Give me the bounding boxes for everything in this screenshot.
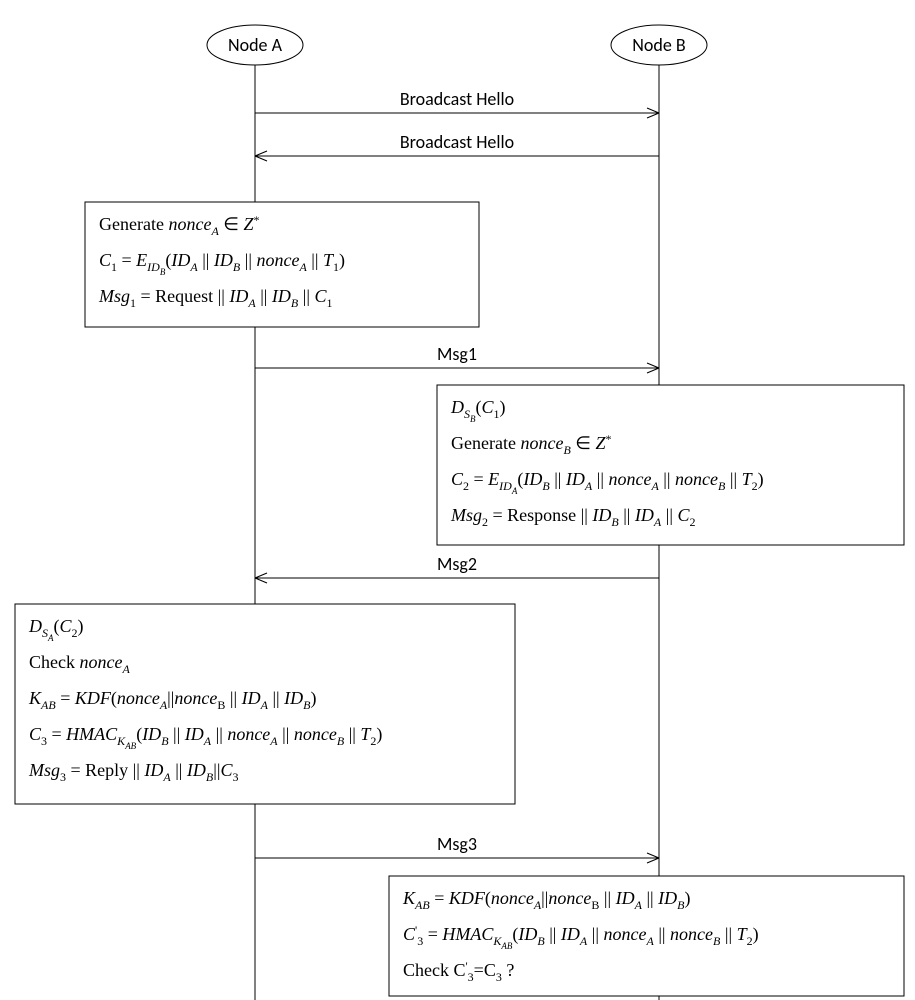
message-label-hello_ba: Broadcast Hello <box>400 131 514 153</box>
sequence-diagram: Node ANode BGenerate nonceA ∈ Z*C1 = EID… <box>0 0 915 1000</box>
node-label-A: Node A <box>228 34 283 56</box>
message-label-hello_ab: Broadcast Hello <box>400 88 514 110</box>
message-label-msg1: Msg1 <box>437 343 477 365</box>
message-label-msg2: Msg2 <box>437 553 477 575</box>
node-label-B: Node B <box>632 34 686 56</box>
message-label-msg3: Msg3 <box>437 833 477 855</box>
